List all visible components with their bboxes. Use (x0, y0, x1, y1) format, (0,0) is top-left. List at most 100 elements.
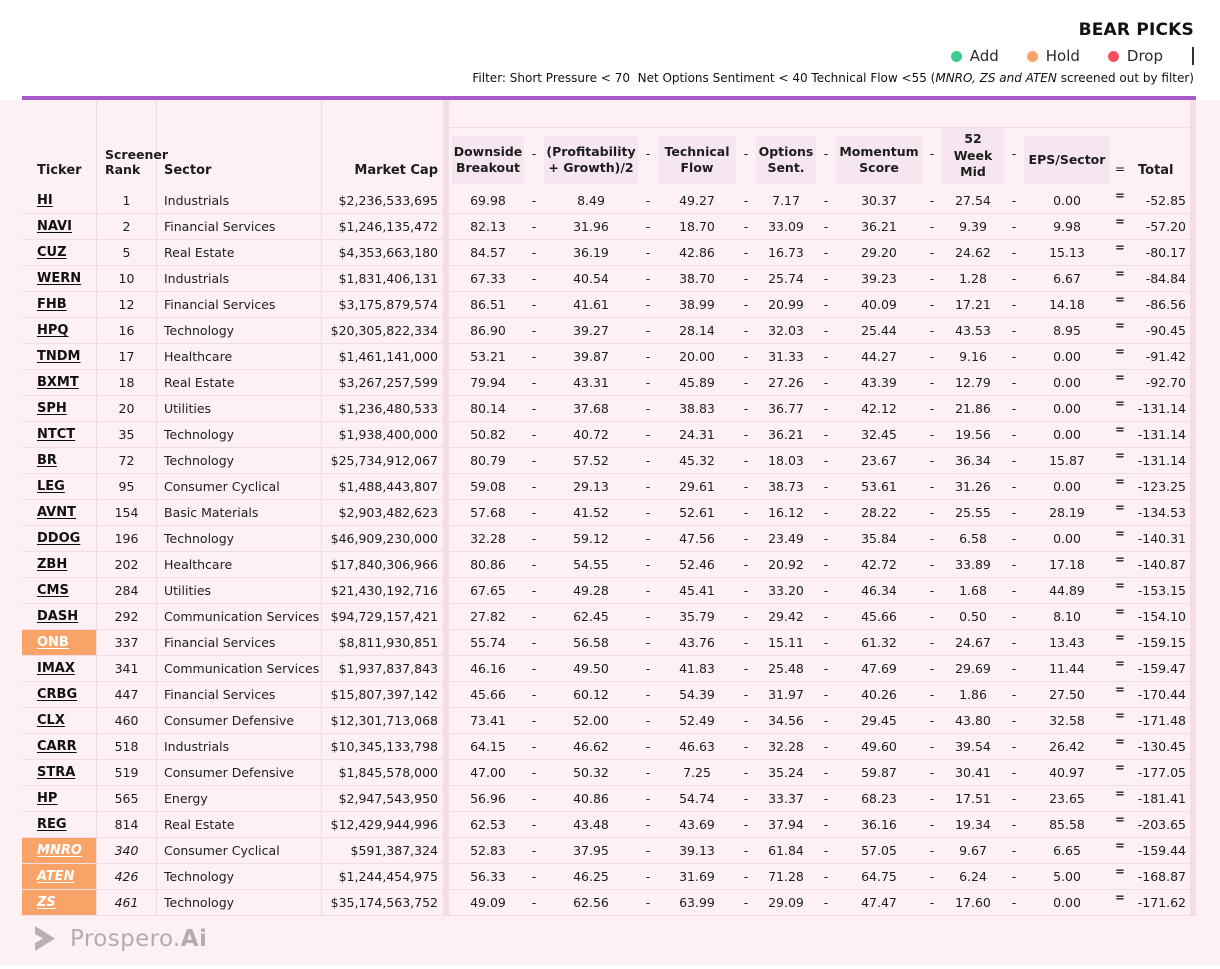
ticker-link-leg[interactable]: LEG (37, 479, 65, 494)
value-cell: 71.28 (768, 869, 804, 884)
value-cell: 38.83 (679, 401, 715, 416)
equals-separator: = (1115, 370, 1125, 384)
legend-label: Hold (1045, 47, 1080, 65)
ticker-link-clx[interactable]: CLX (37, 713, 65, 728)
ticker-link-fhb[interactable]: FHB (37, 297, 67, 312)
report-body: Ticker Screener Rank Sector Market Cap D… (0, 100, 1220, 965)
metric-values-grid: 46.16 - 49.50 - 41.83 - 25.48 - 47.69 - 29.69 - 11.4… (449, 656, 1190, 681)
ticker-link-cms[interactable]: CMS (37, 583, 69, 598)
market-cap-cell: $25,734,912,067 (330, 453, 438, 468)
ticker-link-sph[interactable]: SPH (37, 401, 67, 416)
value-cell: 37.95 (573, 843, 609, 858)
equals-separator: = (1115, 708, 1125, 722)
screener-rank-cell: 461 (97, 890, 157, 915)
bear-picks-table: Ticker Screener Rank Sector Market Cap D… (22, 100, 1196, 916)
sector-cell: Technology (157, 864, 322, 889)
ticker-link-carr[interactable]: CARR (37, 739, 77, 754)
section-band-left (443, 214, 449, 239)
value-cell: 8.95 (1053, 323, 1081, 338)
value-cell: 31.26 (955, 479, 991, 494)
value-cell: 40.09 (861, 297, 897, 312)
ticker-cell: WERN (22, 266, 97, 291)
minus-separator: - (1011, 427, 1017, 442)
minus-separator: - (531, 427, 537, 442)
equals-separator: = (1115, 890, 1125, 904)
metric-values-grid: 80.79 - 57.52 - 45.32 - 18.03 - 23.67 - 36.34 - 15.8… (449, 448, 1190, 473)
section-band-right (1190, 630, 1196, 655)
filter-text: Filter: Short Pressure < 70 Net Options … (472, 71, 936, 85)
ticker-link-crbg[interactable]: CRBG (37, 687, 78, 702)
equals-separator: = (1115, 838, 1125, 852)
ticker-link-zbh[interactable]: ZBH (37, 557, 68, 572)
market-cap-cell: $2,947,543,950 (338, 791, 438, 806)
sector-cell: Industrials (157, 188, 322, 213)
table-row-ntct: NTCT 35 Technology $1,938,400,000 50.82 -… (22, 422, 1196, 448)
metric-values-grid: 73.41 - 52.00 - 52.49 - 34.56 - 29.45 - 43.80 - 32.5… (449, 708, 1190, 733)
ticker-link-zs[interactable]: ZS (37, 895, 56, 910)
minus-separator: - (531, 453, 537, 468)
equals-separator: = (1115, 188, 1125, 202)
sector-cell: Real Estate (157, 812, 322, 837)
value-cell: 29.61 (679, 479, 715, 494)
value-cell: 5.00 (1053, 869, 1081, 884)
table-row-zbh: ZBH 202 Healthcare $17,840,306,966 80.86… (22, 552, 1196, 578)
table-row-hpq: HPQ 16 Technology $20,305,822,334 86.90 -… (22, 318, 1196, 344)
ticker-link-onb[interactable]: ONB (37, 635, 69, 650)
ticker-link-br[interactable]: BR (37, 453, 57, 468)
section-band-right (1190, 344, 1196, 369)
ticker-link-reg[interactable]: REG (37, 817, 67, 832)
ticker-cell: ONB (22, 630, 97, 655)
value-cell: 0.50 (959, 609, 987, 624)
metric-values-grid: 86.90 - 39.27 - 28.14 - 32.03 - 25.44 - 43.53 - 8.95… (449, 318, 1190, 343)
value-cell: 15.13 (1049, 245, 1085, 260)
minus-separator: - (531, 635, 537, 650)
sector-cell: Technology (157, 422, 322, 447)
equals-separator: = (1115, 292, 1125, 306)
report-header: BEAR PICKS Add Hold Drop Filter: Short Pre… (0, 0, 1220, 96)
ticker-link-hp[interactable]: HP (37, 791, 58, 806)
ticker-link-mnro[interactable]: MNRO (37, 843, 82, 858)
section-band-right (1190, 240, 1196, 265)
value-cell: 24.67 (955, 635, 991, 650)
minus-separator: - (531, 271, 537, 286)
ticker-link-stra[interactable]: STRA (37, 765, 76, 780)
value-cell: 6.24 (959, 869, 987, 884)
metric-values-grid: 67.33 - 40.54 - 38.70 - 25.74 - 39.23 - 1.28 - 6.67 =… (449, 266, 1190, 291)
ticker-link-navi[interactable]: NAVI (37, 219, 72, 234)
column-header-eps-sector: EPS/Sector (1024, 136, 1110, 184)
ticker-link-hi[interactable]: HI (37, 193, 53, 208)
ticker-link-hpq[interactable]: HPQ (37, 323, 69, 338)
sector-cell: Technology (157, 526, 322, 551)
minus-separator: - (823, 297, 829, 312)
minus-separator: - (823, 193, 829, 208)
value-cell: 13.43 (1049, 635, 1085, 650)
section-band-left (443, 656, 449, 681)
section-band-left (443, 760, 449, 785)
value-cell: 49.60 (861, 739, 897, 754)
ticker-link-aten[interactable]: ATEN (37, 869, 75, 884)
ticker-link-avnt[interactable]: AVNT (37, 505, 76, 520)
ticker-link-ntct[interactable]: NTCT (37, 427, 76, 442)
minus-separator: - (645, 687, 651, 702)
equals-separator: = (1115, 526, 1125, 540)
ticker-link-dash[interactable]: DASH (37, 609, 79, 624)
minus-separator: - (929, 145, 935, 161)
minus-separator: - (823, 271, 829, 286)
ticker-link-wern[interactable]: WERN (37, 271, 82, 286)
value-cell: 17.60 (955, 895, 991, 910)
equals-separator: = (1115, 422, 1125, 436)
value-cell: 7.25 (683, 765, 711, 780)
ticker-link-ddog[interactable]: DDOG (37, 531, 81, 546)
section-band-right (1190, 786, 1196, 811)
minus-separator: - (645, 245, 651, 260)
ticker-link-tndm[interactable]: TNDM (37, 349, 81, 364)
value-cell: 36.19 (573, 245, 609, 260)
value-cell: 25.55 (955, 505, 991, 520)
ticker-link-cuz[interactable]: CUZ (37, 245, 67, 260)
ticker-link-imax[interactable]: IMAX (37, 661, 75, 676)
value-cell: 15.87 (1049, 453, 1085, 468)
ticker-cell: MNRO (22, 838, 97, 863)
ticker-link-bxmt[interactable]: BXMT (37, 375, 79, 390)
equals-separator: = (1115, 266, 1125, 280)
section-band-left (443, 448, 449, 473)
